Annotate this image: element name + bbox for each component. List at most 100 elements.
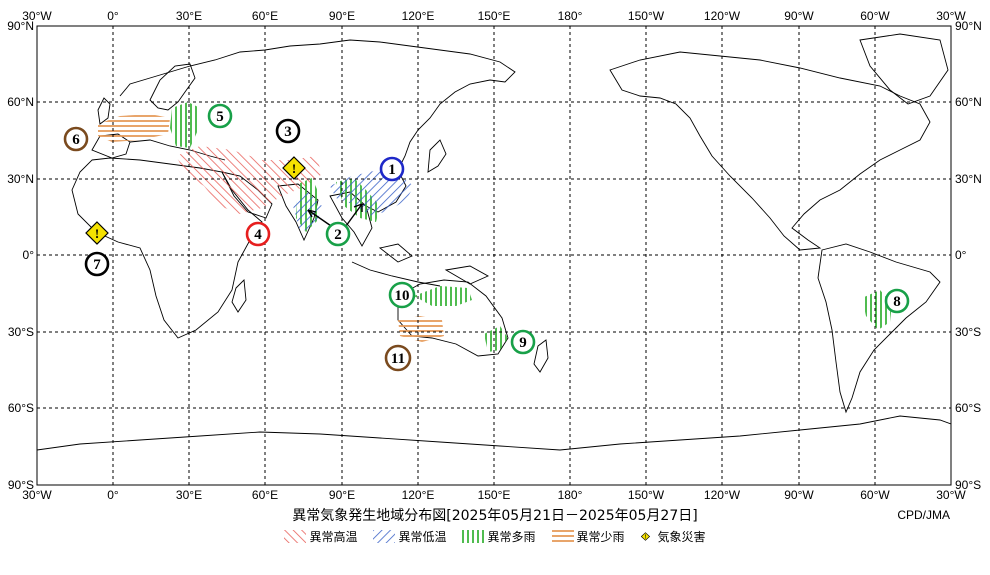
region-marker-11: 11: [384, 344, 412, 372]
lat-label-left-2: 30°N: [7, 172, 34, 186]
heat-region-middle-east: [176, 146, 322, 214]
region-marker-number: 5: [216, 109, 224, 125]
disaster-marker-west-africa: !: [85, 221, 109, 245]
region-marker-4: 4: [245, 221, 271, 247]
region-marker-ring: [325, 221, 351, 247]
lat-label-left-0: 90°N: [7, 19, 34, 33]
lon-label-bottom-10: 90°W: [784, 488, 814, 502]
legend-label-cold: 異常低温: [398, 530, 447, 544]
region-marker-ring: [207, 103, 233, 129]
wet-region-south-america: [862, 290, 892, 330]
cold-region-south-asia: [292, 192, 322, 232]
region-marker-number: 2: [334, 227, 342, 243]
legend-item-dry: 異常少雨: [551, 528, 625, 545]
lon-label-bottom-5: 120°E: [402, 488, 435, 502]
region-marker-number: 1: [388, 162, 396, 178]
legend-item-cold: 異常低温: [373, 528, 446, 545]
lat-label-left-4: 30°S: [8, 325, 34, 339]
region-marker-ring: [384, 344, 412, 372]
region-marker-9: 9: [510, 329, 536, 355]
right-lat-labels: 90°N 60°N 30°N 0° 30°S 60°S 90°S: [955, 19, 982, 492]
warning-diamond-icon: [282, 156, 306, 180]
lon-label-top-8: 150°W: [628, 9, 665, 23]
warning-diamond-icon: [85, 221, 109, 245]
region-marker-10: 10: [388, 281, 416, 309]
credit-label: CPD/JMA: [897, 508, 950, 522]
grid-lines: [37, 26, 951, 485]
lon-label-bottom-4: 90°E: [329, 488, 355, 502]
lon-label-top-5: 120°E: [402, 9, 435, 23]
region-marker-2: 2: [325, 221, 351, 247]
top-lon-labels: 30°W 0° 30°E 60°E 90°E 120°E 150°E 180° …: [22, 9, 966, 23]
region-marker-number: 11: [391, 351, 405, 367]
lon-label-top-0: 30°W: [22, 9, 52, 23]
left-lat-labels: 90°N 60°N 30°N 0° 30°S 60°S 90°S: [7, 19, 34, 492]
legend-label-heat: 異常高温: [309, 530, 358, 544]
region-marker-ring: [884, 288, 910, 314]
heat-hatch-icon: [284, 530, 307, 543]
warning-diamond-icon: !: [640, 532, 650, 541]
region-marker-ring: [84, 251, 110, 277]
lon-label-top-9: 120°W: [704, 9, 741, 23]
lon-label-top-7: 180°: [558, 9, 583, 23]
lat-label-right-5: 60°S: [955, 401, 981, 415]
region-marker-3: 3: [275, 118, 301, 144]
cold-hatch-icon: [373, 530, 396, 543]
region-marker-1: 1: [379, 156, 405, 182]
lat-label-right-3: 0°: [955, 248, 967, 262]
lon-label-top-2: 30°E: [176, 9, 202, 23]
region-marker-number: 4: [254, 227, 262, 243]
legend-label-wet: 異常多雨: [487, 530, 536, 544]
lon-label-bottom-11: 60°W: [860, 488, 890, 502]
disaster-marker-text: !: [292, 161, 296, 176]
region-marker-number: 9: [519, 335, 527, 351]
lon-label-top-10: 90°W: [784, 9, 814, 23]
lon-label-bottom-3: 60°E: [252, 488, 278, 502]
region-marker-number: 6: [72, 132, 80, 148]
lon-label-bottom-6: 150°E: [478, 488, 511, 502]
legend-item-heat: 異常高温: [284, 528, 357, 545]
lon-label-top-6: 150°E: [478, 9, 511, 23]
lat-label-left-1: 60°N: [7, 95, 34, 109]
region-marker-5: 5: [207, 103, 233, 129]
anomaly-regions: [98, 102, 892, 352]
region-marker-ring: [275, 118, 301, 144]
wet-region-eastern-europe: [170, 102, 200, 148]
wet-hatch-icon: [462, 530, 485, 543]
dry-region-europe: [98, 114, 170, 142]
legend-item-disaster: ! 気象災害: [640, 528, 706, 545]
lon-label-top-4: 90°E: [329, 9, 355, 23]
lat-label-right-6: 90°S: [955, 478, 981, 492]
region-marker-number: 7: [93, 257, 101, 273]
region-marker-ring: [63, 126, 89, 152]
lon-label-top-3: 60°E: [252, 9, 278, 23]
lon-label-top-1: 0°: [107, 9, 119, 23]
lon-label-bottom-0: 30°W: [22, 488, 52, 502]
region-marker-ring: [245, 221, 271, 247]
disaster-marker-text: !: [95, 226, 99, 241]
region-marker-7: 7: [84, 251, 110, 277]
lat-label-left-6: 90°S: [8, 478, 34, 492]
lat-label-right-0: 90°N: [955, 19, 982, 33]
lon-label-bottom-1: 0°: [107, 488, 119, 502]
lon-label-top-12: 30°W: [936, 9, 966, 23]
region-marker-ring: [379, 156, 405, 182]
lon-label-bottom-8: 150°W: [628, 488, 665, 502]
map-title: 異常気象発生地域分布図[2025年05月21日－2025年05月27日]: [292, 508, 698, 524]
bottom-lon-labels: 30°W 0° 30°E 60°E 90°E 120°E 150°E 180° …: [22, 488, 966, 502]
wet-region-north-australia: [414, 286, 472, 306]
lat-label-left-3: 0°: [23, 248, 35, 262]
region-marker-number: 10: [395, 288, 410, 304]
region-marker-ring: [510, 329, 536, 355]
legend-label-dry: 異常少雨: [576, 530, 625, 544]
disaster-marker-south-asia: !: [282, 156, 306, 180]
lon-label-top-11: 60°W: [860, 9, 890, 23]
lon-label-bottom-9: 120°W: [704, 488, 741, 502]
region-marker-number: 3: [284, 124, 292, 140]
lat-label-right-4: 30°S: [955, 325, 981, 339]
lat-label-right-2: 30°N: [955, 172, 982, 186]
lon-label-bottom-7: 180°: [558, 488, 583, 502]
legend-label-disaster: 気象災害: [657, 530, 706, 544]
region-marker-ring: [388, 281, 416, 309]
